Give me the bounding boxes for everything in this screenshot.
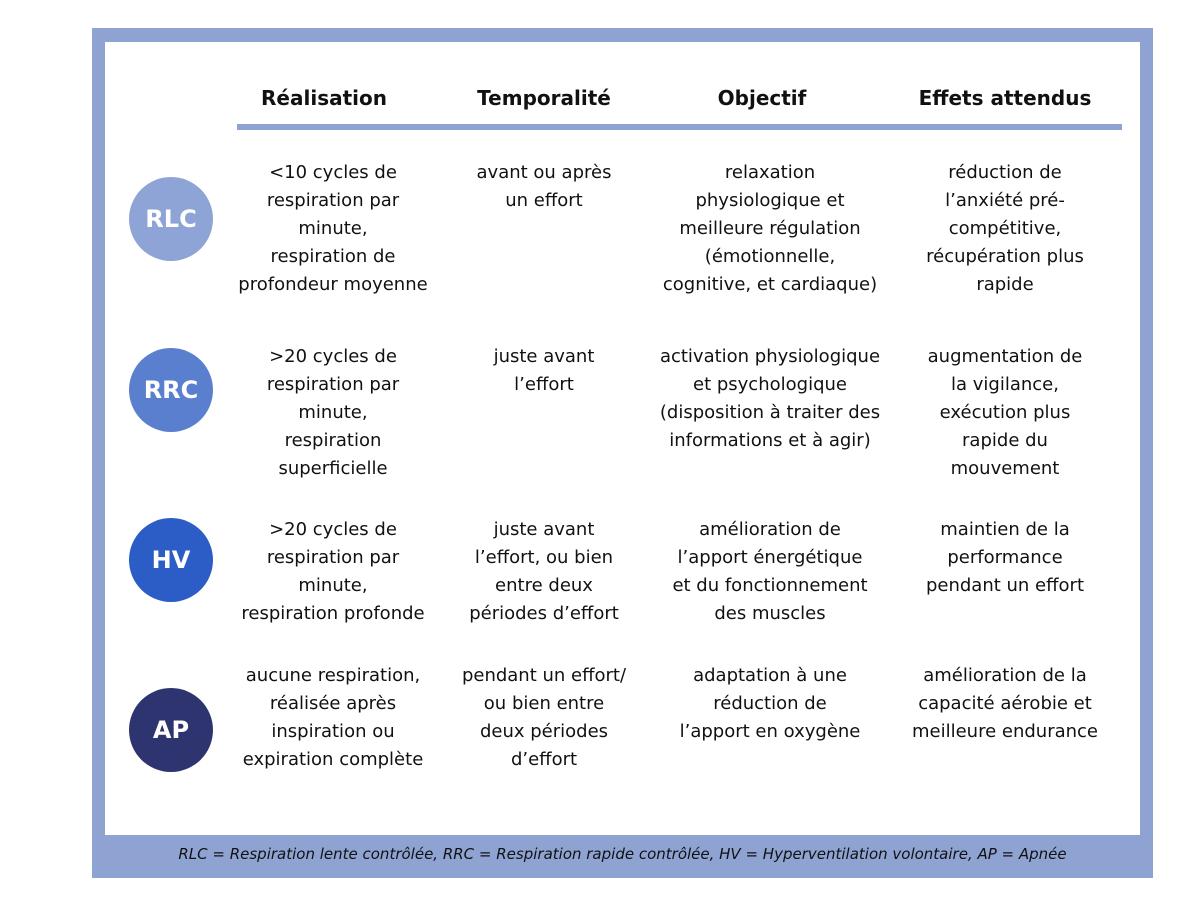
- cell-objectif: relaxation physiologique et meilleure ré…: [662, 162, 878, 295]
- cell-temporalite: juste avant l’effort, ou bien entre deux…: [469, 519, 619, 624]
- abbreviation-legend: RLC = Respiration lente contrôlée, RRC =…: [178, 845, 1067, 863]
- header-temporalite: Temporalité: [477, 86, 611, 110]
- cell-effets: maintien de la performance pendant un ef…: [925, 519, 1085, 596]
- row-badge-rrc: RRC: [129, 348, 213, 432]
- row-badge-ap: AP: [129, 688, 213, 772]
- cell-objectif: amélioration de l’apport énergétique et …: [672, 519, 868, 624]
- header-effets: Effets attendus: [918, 86, 1092, 110]
- cell-realisation: >20 cycles de respiration par minute, re…: [241, 519, 425, 624]
- cell-realisation: aucune respiration, réalisée après inspi…: [242, 665, 424, 770]
- cell-objectif: adaptation à une réduction de l’apport e…: [679, 665, 861, 742]
- header-divider: [237, 124, 1122, 130]
- cell-objectif: activation physiologique et psychologiqu…: [659, 346, 881, 451]
- cell-effets: réduction de l’anxiété pré- compétitive,…: [926, 162, 1084, 295]
- header-objectif: Objectif: [717, 86, 807, 110]
- cell-effets: augmentation de la vigilance, exécution …: [927, 346, 1083, 479]
- table-panel: [105, 42, 1140, 835]
- cell-temporalite: pendant un effort/ ou bien entre deux pé…: [461, 665, 627, 770]
- cell-temporalite: juste avant l’effort: [493, 346, 595, 395]
- row-badge-rlc: RLC: [129, 177, 213, 261]
- cell-realisation: <10 cycles de respiration par minute, re…: [238, 162, 428, 295]
- header-realisation: Réalisation: [261, 86, 387, 110]
- cell-effets: amélioration de la capacité aérobie et m…: [911, 665, 1099, 742]
- row-badge-hv: HV: [129, 518, 213, 602]
- cell-realisation: >20 cycles de respiration par minute, re…: [266, 346, 400, 479]
- cell-temporalite: avant ou après un effort: [476, 162, 612, 211]
